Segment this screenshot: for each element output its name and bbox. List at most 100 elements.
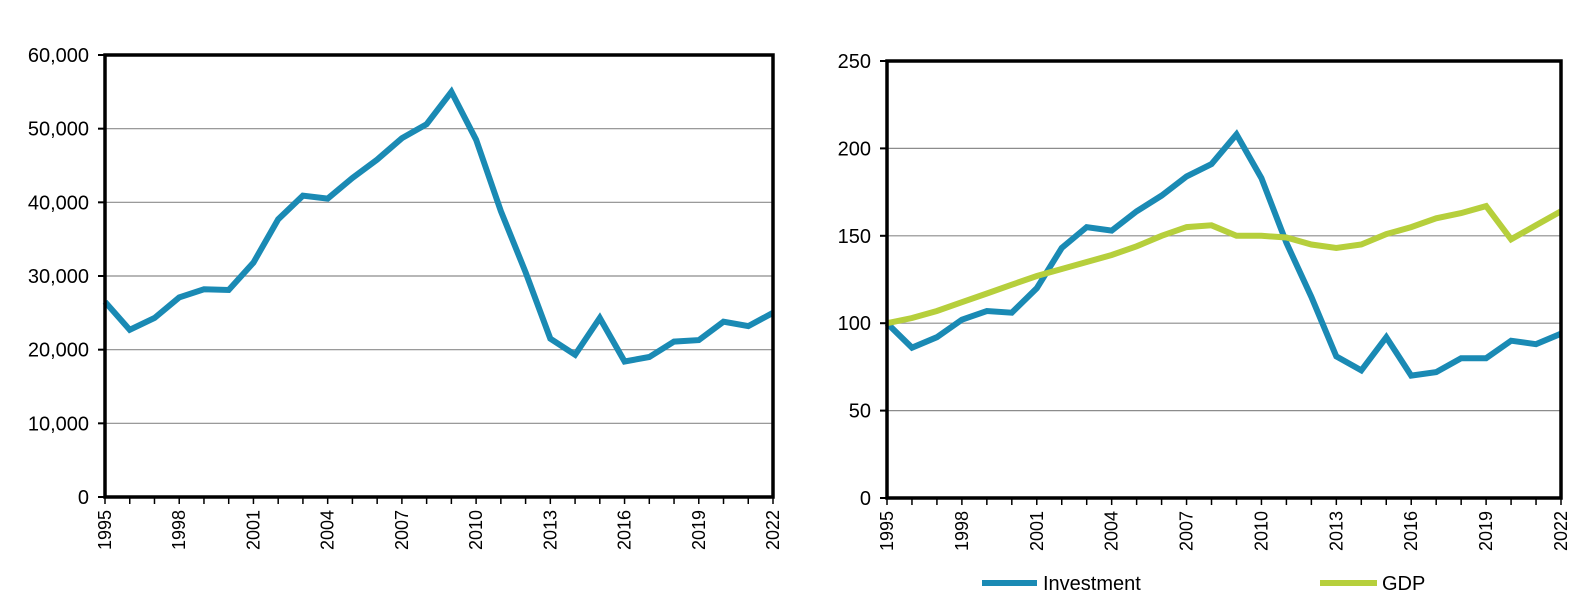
right-series-investment-point: [1535, 343, 1537, 345]
left-x-tick-label: 1998: [169, 510, 189, 550]
right-series-gdp-point: [1310, 244, 1312, 246]
right-series-investment-point: [1260, 177, 1262, 179]
left-series-0-point: [723, 321, 725, 323]
right-series-gdp-point: [1260, 235, 1262, 237]
right-series-investment-point: [1385, 336, 1387, 338]
right-series-investment-point: [1211, 163, 1213, 165]
right-series-investment-point: [1136, 210, 1138, 212]
left-series-0-point: [178, 296, 180, 298]
left-x-tick-label: 2010: [466, 510, 486, 550]
left-series-0-point: [401, 137, 403, 139]
right-series-gdp-point: [911, 317, 913, 319]
left-series-0-point: [475, 139, 477, 141]
right-series-gdp-point: [1011, 284, 1013, 286]
left-x-tick-label: 2022: [763, 510, 783, 550]
right-series-investment-point: [1061, 247, 1063, 249]
left-series-0-point: [351, 177, 353, 179]
right-series-gdp-point: [1111, 254, 1113, 256]
left-y-tick-label: 50,000: [28, 119, 89, 141]
right-series-gdp-point: [1061, 268, 1063, 270]
left-series-0-point: [302, 195, 304, 197]
left-series-0-point: [426, 123, 428, 125]
right-x-tick-label: 1998: [952, 511, 972, 551]
right-x-tick-label: 2007: [1177, 511, 1197, 551]
left-y-tick-label: 10,000: [28, 413, 89, 435]
right-series-gdp-point: [1086, 261, 1088, 263]
right-series-gdp-point: [1186, 226, 1188, 228]
left-series-0-point: [129, 329, 131, 331]
right-series-gdp-point: [1510, 238, 1512, 240]
left-x-tick-label: 2013: [540, 510, 560, 550]
left-series-0-point: [228, 289, 230, 291]
right-series-gdp-point: [1136, 245, 1138, 247]
left-x-tick-label: 2004: [318, 510, 338, 550]
right-series-gdp-point: [936, 310, 938, 312]
left-series-0-point: [673, 341, 675, 343]
right-x-tick-label: 2022: [1551, 511, 1571, 551]
left-x-tick-label: 1995: [95, 510, 115, 550]
right-series-gdp-point: [986, 292, 988, 294]
left-series-0-point: [648, 356, 650, 358]
right-series-gdp-point: [1535, 224, 1537, 226]
left-series-0-point: [277, 218, 279, 220]
right-series-investment-point: [1186, 175, 1188, 177]
left-y-tick-label: 30,000: [28, 266, 89, 288]
right-y-tick-label: 150: [838, 226, 871, 248]
right-series-investment-point: [1360, 369, 1362, 371]
left-y-tick-label: 40,000: [28, 192, 89, 214]
right-y-tick-label: 0: [860, 488, 871, 510]
right-series-investment-point: [936, 336, 938, 338]
right-series-gdp-point: [1335, 247, 1337, 249]
left-series-0-point: [327, 198, 329, 200]
right-series-gdp-line: [886, 202, 1563, 327]
right-series-gdp-point: [1161, 235, 1163, 237]
right-x-tick-label: 2013: [1326, 511, 1346, 551]
right-x-tick-label: 2019: [1476, 511, 1496, 551]
legend-label-gdp: GDP: [1382, 573, 1425, 595]
left-y-tick-label: 20,000: [28, 340, 89, 362]
right-series-investment-point: [1435, 371, 1437, 373]
right-series-investment-point: [1086, 226, 1088, 228]
right-series-investment-point: [1161, 195, 1163, 197]
left-series-0-point: [252, 262, 254, 264]
legend: Investment GDP: [982, 573, 1425, 595]
left-series-0-point: [747, 325, 749, 327]
left-series-0-point: [698, 339, 700, 341]
right-series-investment-line: [884, 129, 1563, 379]
left-x-tick-label: 2016: [615, 510, 635, 550]
chart-index: 0 50 100 150 200 250 1995 1998 2001 2004 2007 2010 2…: [838, 51, 1571, 551]
right-series-investment-point: [1310, 296, 1312, 298]
right-series-gdp-point: [1235, 235, 1237, 237]
right-series-investment-point: [961, 319, 963, 321]
left-series-0-point: [624, 360, 626, 362]
left-x-tick-label: 2001: [243, 510, 263, 550]
right-y-tick-label: 200: [838, 138, 871, 160]
right-series-investment-point: [1285, 242, 1287, 244]
right-series-investment-point: [1335, 355, 1337, 357]
right-series-gdp-point: [1360, 244, 1362, 246]
right-series-gdp-point: [1435, 217, 1437, 219]
left-series-0-point: [376, 159, 378, 161]
right-series-gdp-point: [1460, 212, 1462, 214]
right-series-investment-point: [1410, 375, 1412, 377]
right-series-investment-point: [1510, 340, 1512, 342]
right-x-tick-label: 2001: [1027, 511, 1047, 551]
right-series-gdp-point: [1211, 224, 1213, 226]
right-plot-frame: [885, 59, 1563, 500]
left-series-0-point: [203, 288, 205, 290]
right-series-investment-point: [986, 310, 988, 312]
left-series-0-point: [525, 271, 527, 273]
right-x-tick-label: 2016: [1401, 511, 1421, 551]
right-series-gdp-point: [1036, 275, 1038, 277]
right-x-tick-label: 2010: [1251, 511, 1271, 551]
right-series-investment-point: [1485, 357, 1487, 359]
left-plot-frame: [103, 53, 775, 499]
right-series-gdp-point: [1410, 226, 1412, 228]
left-series-0-line: [102, 86, 775, 365]
right-series-investment-point: [1235, 133, 1237, 135]
left-series-0-point: [153, 317, 155, 319]
right-x-tick-label: 1995: [877, 511, 897, 551]
right-series-investment-point: [911, 347, 913, 349]
right-series-gdp-point: [961, 301, 963, 303]
